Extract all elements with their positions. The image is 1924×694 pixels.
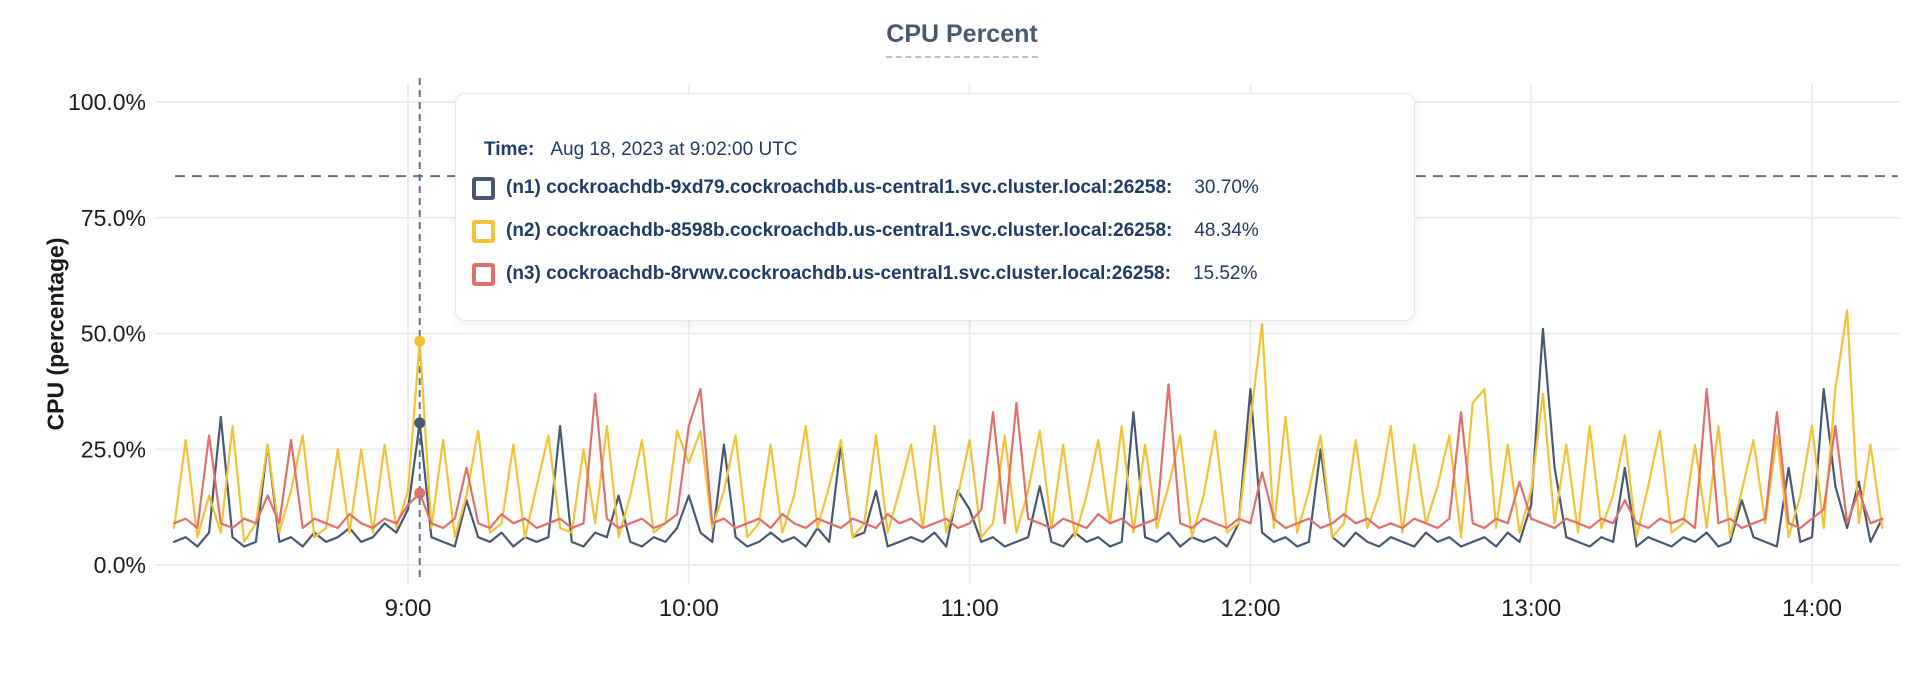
- series-n2-value: 48.34%: [1194, 220, 1259, 241]
- x-tick-label: 9:00: [385, 595, 432, 622]
- y-tick-label: 100.0%: [68, 89, 146, 115]
- x-tick-label: 12:00: [1220, 595, 1280, 622]
- x-tick-label: 10:00: [659, 595, 719, 622]
- series-n1-label: (n1) cockroachdb-9xd79.cockroachdb.us-ce…: [506, 177, 1173, 198]
- chart-title-bar: CPU Percent: [0, 20, 1924, 58]
- tooltip-time-row: Time: Aug 18, 2023 at 9:02:00 UTC: [484, 138, 798, 162]
- y-tick-label: 25.0%: [81, 436, 146, 462]
- tooltip-series-row-n1: (n1) cockroachdb-9xd79.cockroachdb.us-ce…: [472, 176, 1259, 200]
- series-n2-swatch-icon: [472, 219, 495, 243]
- chart-title[interactable]: CPU Percent: [886, 20, 1038, 58]
- x-tick-label: 14:00: [1782, 595, 1842, 622]
- x-tick-label: 11:00: [940, 595, 998, 622]
- series-n1-swatch-icon: [472, 176, 495, 200]
- series-line-n1: [172, 327, 1884, 548]
- hover-dot-n3: [414, 487, 426, 499]
- y-tick-label: 75.0%: [81, 205, 146, 231]
- series-n3-label: (n3) cockroachdb-8rvwv.cockroachdb.us-ce…: [506, 263, 1171, 284]
- tooltip-series-row-n3: (n3) cockroachdb-8rvwv.cockroachdb.us-ce…: [472, 262, 1257, 286]
- tooltip-time-value: Aug 18, 2023 at 9:02:00 UTC: [550, 139, 798, 160]
- y-tick-label: 50.0%: [81, 321, 146, 347]
- x-tick-label: 13:00: [1501, 595, 1561, 622]
- hover-dot-n2: [414, 335, 426, 347]
- series-n3-value: 15.52%: [1192, 263, 1258, 284]
- series-line-n3: [172, 383, 1884, 530]
- tooltip-time-label: Time:: [484, 139, 535, 160]
- series-n3-swatch-icon: [472, 262, 495, 286]
- y-tick-label: 0.0%: [94, 552, 146, 578]
- series-n2-label: (n2) cockroachdb-8598b.cockroachdb.us-ce…: [506, 220, 1173, 241]
- hover-tooltip: Time: Aug 18, 2023 at 9:02:00 UTC (n1) c…: [455, 93, 1415, 321]
- hover-dot-n1: [414, 417, 426, 429]
- series-line-n2: [172, 309, 1884, 544]
- series-n1-value: 30.70%: [1194, 177, 1259, 198]
- tooltip-series-row-n2: (n2) cockroachdb-8598b.cockroachdb.us-ce…: [472, 219, 1259, 243]
